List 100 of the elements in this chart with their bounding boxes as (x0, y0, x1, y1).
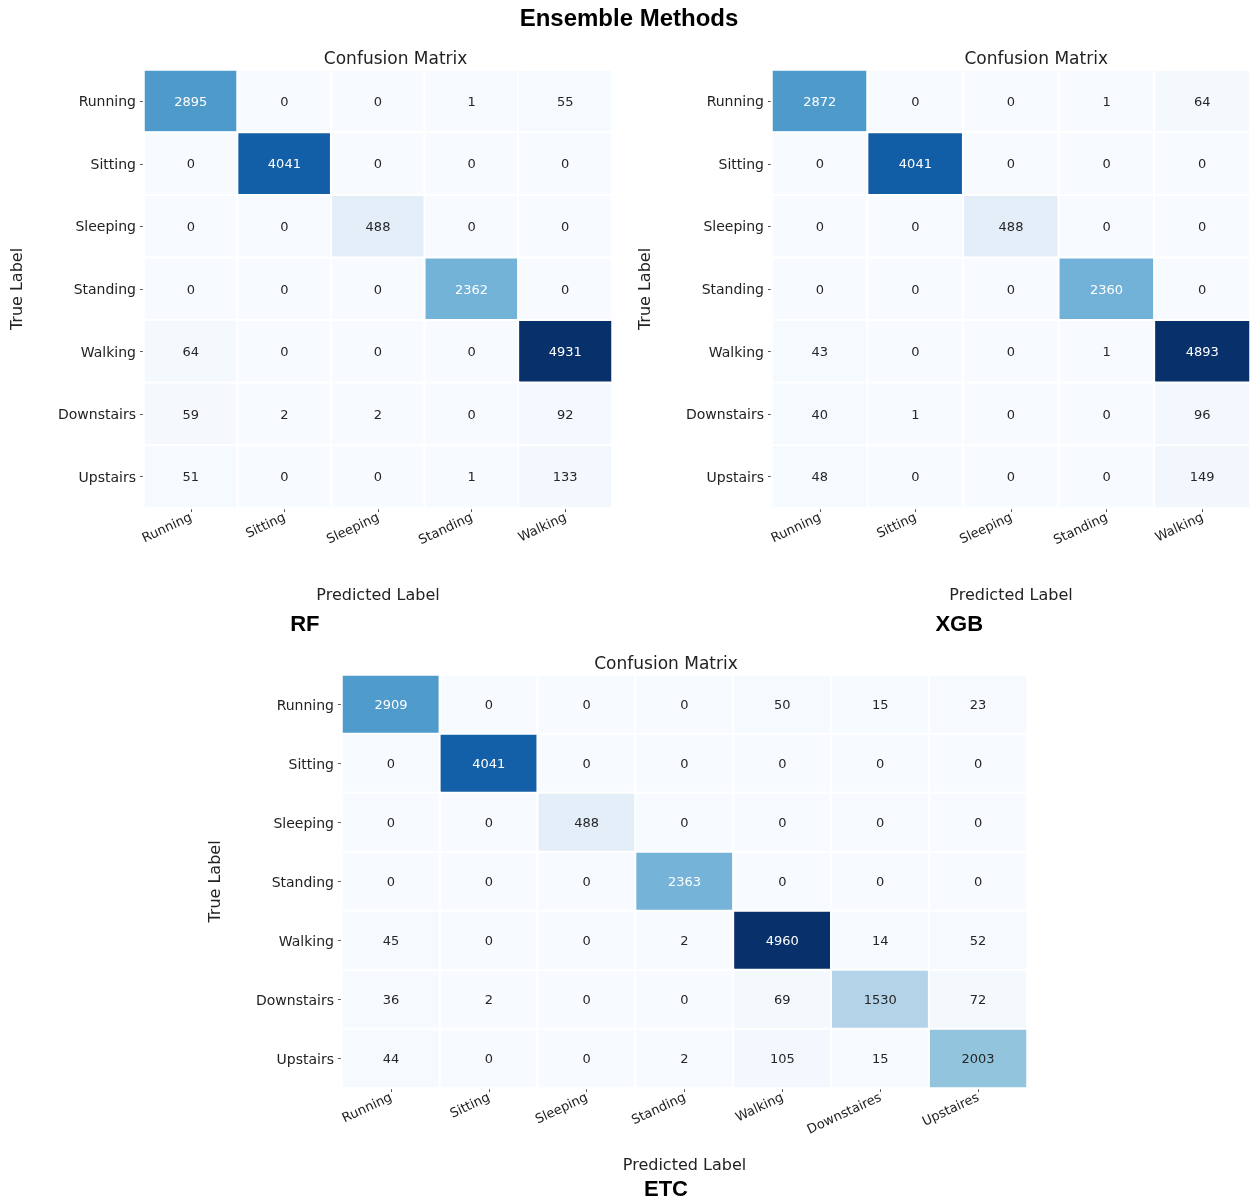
y-tick-label: Standing (271, 873, 334, 890)
data-label: 0 (876, 874, 885, 889)
data-label: 0 (484, 874, 493, 889)
y-tick-label: Downstairs (58, 406, 136, 423)
data-label: 92 (556, 406, 574, 422)
chart-title: Confusion Matrix (323, 47, 468, 68)
data-label: 0 (186, 218, 195, 234)
data-label: 0 (582, 1051, 591, 1066)
data-label: 149 (1189, 469, 1215, 485)
y-tick-label: Upstairs (276, 1050, 334, 1067)
y-tick-label: Sitting (718, 155, 764, 172)
y-tick-label: Standing (701, 281, 764, 297)
data-label: 2003 (961, 1051, 995, 1066)
data-label: 0 (1006, 469, 1016, 485)
data-label: 0 (680, 815, 689, 830)
data-label: 0 (386, 874, 396, 889)
data-label: 0 (911, 344, 920, 360)
data-label: 0 (373, 156, 383, 172)
y-tick-label: Running (706, 93, 764, 110)
data-label: 50 (774, 697, 791, 712)
chart-title: Confusion Matrix (594, 652, 738, 673)
data-label: 0 (1198, 218, 1207, 234)
data-label: 0 (186, 156, 195, 172)
y-tick-label: Walking (80, 343, 136, 360)
data-label: 0 (815, 281, 824, 297)
data-label: 0 (373, 469, 383, 485)
text: XGB (935, 610, 984, 636)
y-tick-label: Sleeping (703, 218, 764, 235)
data-label: 4041 (898, 156, 932, 172)
y-tick-label: Sleeping (75, 218, 136, 235)
data-label: 0 (467, 156, 476, 172)
data-label: 0 (386, 756, 396, 771)
data-label: 2363 (667, 874, 702, 889)
data-label: 15 (871, 697, 889, 712)
data-label: 2 (680, 933, 689, 948)
data-label: 0 (680, 992, 689, 1007)
data-label: 2872 (803, 93, 837, 109)
data-label: 0 (280, 218, 289, 234)
data-label: 0 (467, 406, 476, 422)
data-label: 0 (973, 756, 983, 771)
data-label: 43 (811, 344, 829, 360)
data-label: 0 (561, 218, 570, 234)
data-label: 4960 (765, 933, 799, 948)
data-label: 51 (182, 469, 200, 485)
data-label: 0 (373, 344, 383, 360)
data-label: 0 (484, 1051, 493, 1066)
data-label: 488 (998, 218, 1024, 234)
data-label: 0 (280, 469, 289, 485)
data-label: 0 (973, 815, 983, 830)
data-label: 2362 (455, 281, 489, 297)
y-tick-label: Sitting (90, 155, 136, 172)
y-axis-title: True Label (634, 247, 654, 332)
data-label: 2909 (374, 697, 408, 712)
data-label: 2 (280, 406, 289, 422)
y-tick-label: Running (276, 696, 334, 713)
data-label: 0 (373, 281, 383, 297)
data-label: 0 (186, 281, 195, 297)
data-label: 0 (467, 218, 476, 234)
data-label: 0 (561, 156, 570, 172)
data-label: 0 (815, 218, 824, 234)
data-label: 105 (769, 1051, 795, 1066)
data-label: 0 (1006, 406, 1016, 422)
data-label: 0 (876, 815, 885, 830)
text: RF (290, 610, 320, 636)
y-tick-label: Standing (73, 281, 136, 297)
data-label: 1 (911, 406, 920, 422)
y-axis-title: True Label (6, 247, 26, 332)
chart-title: Confusion Matrix (964, 47, 1108, 68)
text: Ensemble Methods (518, 4, 740, 32)
data-label: 0 (582, 697, 591, 712)
data-label: 1 (1102, 344, 1111, 360)
data-label: 0 (911, 218, 920, 234)
data-label: 0 (1198, 281, 1207, 297)
data-label: 0 (680, 756, 689, 771)
data-label: 72 (969, 992, 987, 1007)
data-label: 2 (373, 406, 383, 422)
data-label: 0 (911, 469, 920, 485)
data-label: 1530 (863, 992, 897, 1007)
x-axis-title: Predicted Label (316, 584, 440, 604)
data-label: 0 (1198, 156, 1207, 172)
data-label: 0 (876, 756, 885, 771)
data-label: 96 (1193, 406, 1211, 422)
y-tick-label: Sleeping (273, 814, 334, 831)
data-label: 0 (373, 93, 383, 109)
text: ETC (644, 1175, 689, 1200)
data-label: 48 (811, 469, 829, 485)
data-label: 0 (1102, 406, 1111, 422)
data-label: 0 (1102, 156, 1111, 172)
data-label: 133 (552, 469, 578, 485)
data-label: 0 (778, 874, 787, 889)
data-label: 0 (484, 697, 493, 712)
x-axis-title: Predicted Label (622, 1154, 747, 1174)
data-label: 0 (386, 815, 396, 830)
data-label: 0 (1006, 93, 1016, 109)
data-label: 0 (815, 156, 824, 172)
data-label: 59 (182, 406, 200, 422)
y-tick-label: Walking (278, 932, 334, 949)
data-label: 2 (484, 992, 493, 1007)
data-label: 4893 (1185, 344, 1219, 360)
y-axis-title: True Label (204, 840, 224, 924)
